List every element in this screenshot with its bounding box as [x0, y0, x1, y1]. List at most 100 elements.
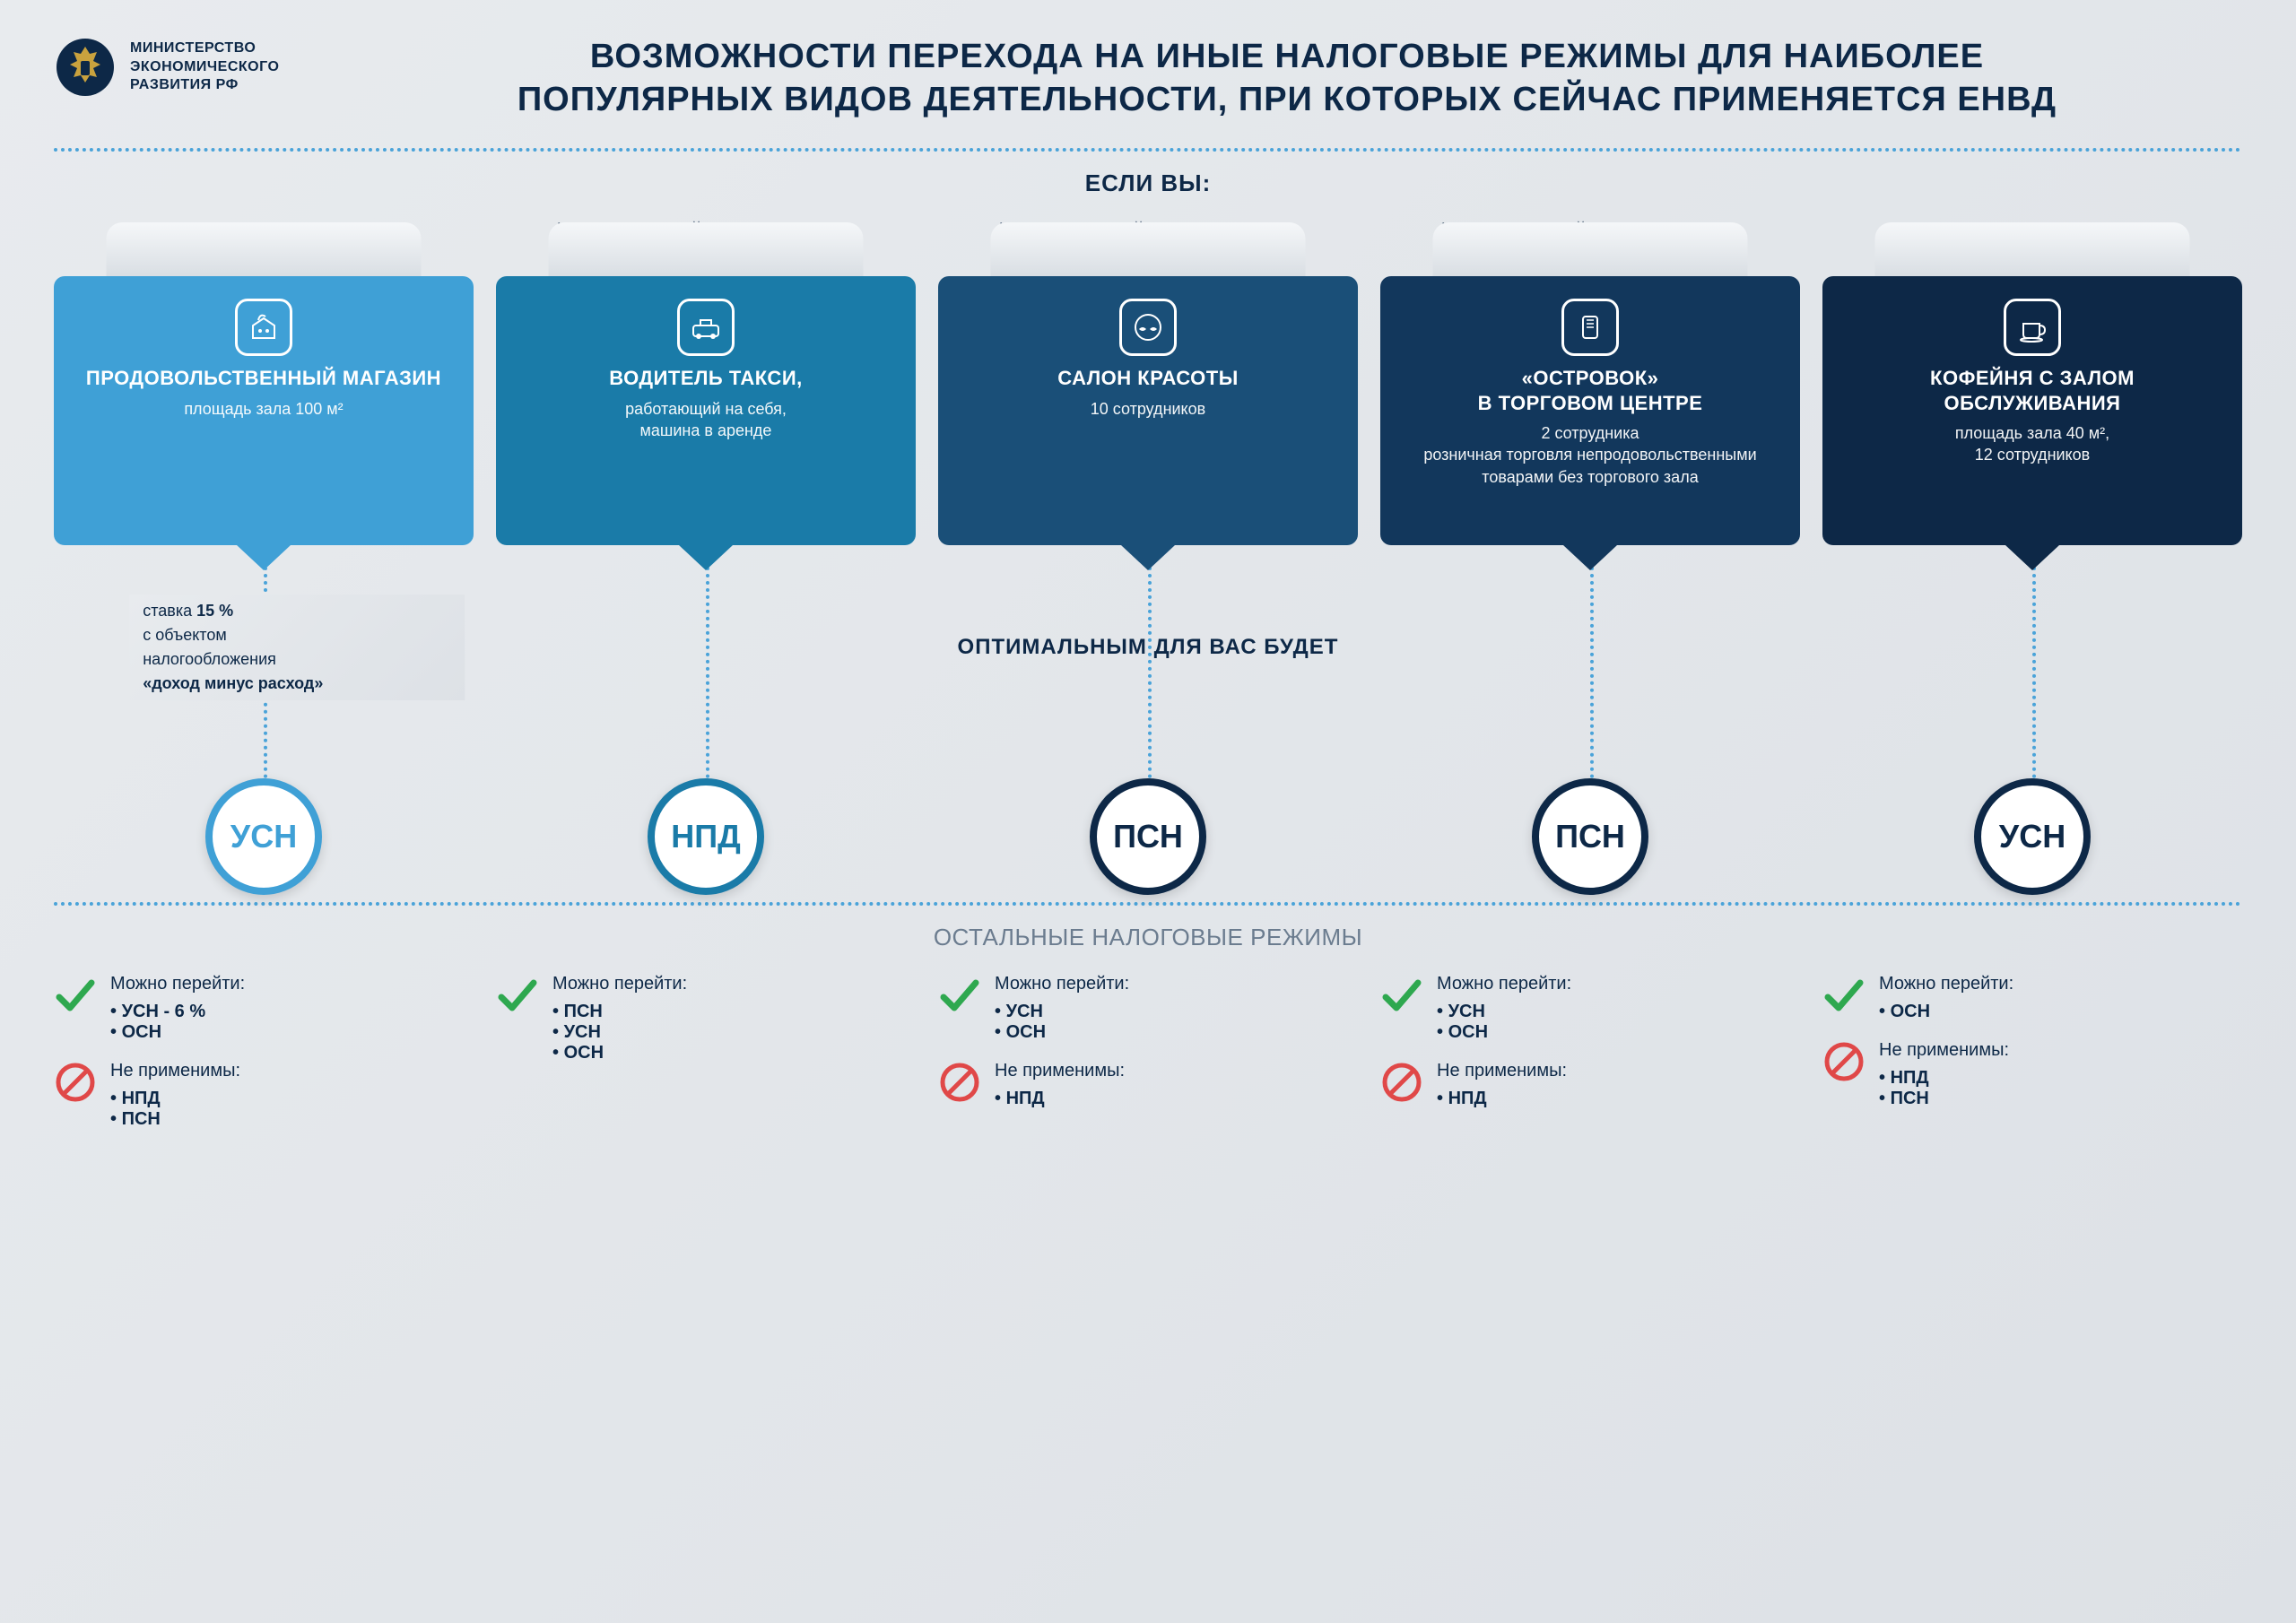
- ministry-line: МИНИСТЕРСТВО: [130, 39, 279, 58]
- column: ОрганизацияКОФЕЙНЯ С ЗАЛОМ ОБСЛУЖИВАНИЯп…: [1822, 220, 2242, 895]
- not-applicable-row: Не применимы: НПД: [1380, 1061, 1800, 1109]
- alternatives-row: Можно перейти:УСН - 6 %ОСННе применимы:Н…: [54, 974, 2242, 1148]
- divider: [54, 148, 2242, 152]
- rate-note: ставка 15 %с объектомналогообложения«дох…: [129, 595, 465, 700]
- card-subtitle: 10 сотрудников: [961, 398, 1335, 420]
- card-wrap: «ОСТРОВОК»В ТОРГОВОМ ЦЕНТРЕ 2 сотрудникар…: [1380, 249, 1800, 545]
- page-title: ВОЗМОЖНОСТИ ПЕРЕХОДА НА ИНЫЕ НАЛОГОВЫЕ Р…: [332, 36, 2242, 121]
- not-applicable-label: Не применимы:: [1437, 1061, 1567, 1081]
- can-list: УСНОСН: [1437, 1002, 1571, 1043]
- ministry-line: ЭКОНОМИЧЕСКОГО: [130, 58, 279, 77]
- optimal-badge: УСН: [205, 778, 322, 895]
- alt-column: Можно перейти:УСН - 6 %ОСННе применимы:Н…: [54, 974, 474, 1148]
- business-card: КОФЕЙНЯ С ЗАЛОМ ОБСЛУЖИВАНИЯплощадь зала…: [1822, 276, 2242, 545]
- can-list: ПСНУСНОСН: [552, 1002, 687, 1063]
- alt-item: ОСН: [552, 1043, 687, 1063]
- forbid-icon: [1380, 1061, 1423, 1104]
- can-list: УСНОСН: [995, 1002, 1129, 1043]
- card-arrow: [679, 545, 733, 570]
- can-switch-row: Можно перейти: ПСНУСНОСН: [496, 974, 916, 1063]
- connector: [1148, 545, 1152, 778]
- forbid-icon: [938, 1061, 981, 1104]
- can-switch-row: Можно перейти: УСНОСН: [1380, 974, 1800, 1043]
- alt-item: УСН - 6 %: [110, 1002, 245, 1022]
- title-line: ПОПУЛЯРНЫХ ВИДОВ ДЕЯТЕЛЬНОСТИ, ПРИ КОТОР…: [332, 79, 2242, 122]
- other-regimes-label: ОСТАЛЬНЫЕ НАЛОГОВЫЕ РЕЖИМЫ: [54, 924, 2242, 951]
- emblem-icon: [54, 36, 117, 99]
- alt-item: УСН: [552, 1022, 687, 1043]
- business-card: САЛОН КРАСОТЫ 10 сотрудников: [938, 276, 1358, 545]
- can-switch-row: Можно перейти:УСН - 6 %ОСН: [54, 974, 474, 1043]
- column: ОрганизацияПРОДОВОЛЬСТВЕННЫЙ МАГАЗИНплощ…: [54, 220, 474, 895]
- card-icon: [677, 299, 735, 356]
- cannot-list: НПД: [995, 1089, 1125, 1109]
- divider: [54, 902, 2242, 906]
- card-arrow: [1563, 545, 1617, 570]
- card-subtitle: площадь зала 100 м²: [76, 398, 451, 420]
- card-title: ПРОДОВОЛЬСТВЕННЫЙ МАГАЗИН: [76, 366, 451, 391]
- card-subtitle: работающий на себя,машина в аренде: [518, 398, 893, 442]
- check-icon: [496, 974, 539, 1017]
- can-switch-label: Можно перейти:: [1437, 974, 1571, 994]
- optimal-badge: ПСН: [1090, 778, 1206, 895]
- check-icon: [54, 974, 97, 1017]
- card-title: САЛОН КРАСОТЫ: [961, 366, 1335, 391]
- can-switch-label: Можно перейти:: [552, 974, 687, 994]
- alt-item: ОСН: [995, 1022, 1129, 1043]
- alt-item: НПД: [1879, 1068, 2009, 1089]
- card-arrow: [2005, 545, 2059, 570]
- check-icon: [1380, 974, 1423, 1017]
- card-icon: [235, 299, 292, 356]
- card-wrap: САЛОН КРАСОТЫ 10 сотрудников: [938, 249, 1358, 545]
- cannot-list: НПДПСН: [1879, 1068, 2009, 1109]
- optimal-badge: НПД: [648, 778, 764, 895]
- alt-column: Можно перейти: ПСНУСНОСН: [496, 974, 916, 1148]
- card-arrow: [237, 545, 291, 570]
- connector-zone: [1822, 545, 2242, 778]
- business-card: «ОСТРОВОК»В ТОРГОВОМ ЦЕНТРЕ 2 сотрудникар…: [1380, 276, 1800, 545]
- alt-item: УСН: [995, 1002, 1129, 1022]
- cannot-list: НПДПСН: [110, 1089, 240, 1130]
- card-icon: [1561, 299, 1619, 356]
- card-subtitle: 2 сотрудникарозничная торговля непродово…: [1403, 422, 1778, 488]
- card-wrap: ВОДИТЕЛЬ ТАКСИ,работающий на себя,машина…: [496, 249, 916, 545]
- alt-item: НПД: [1437, 1089, 1567, 1109]
- business-card: ВОДИТЕЛЬ ТАКСИ,работающий на себя,машина…: [496, 276, 916, 545]
- not-applicable-label: Не применимы:: [995, 1061, 1125, 1081]
- alt-column: Можно перейти:УСНОСННе применимы:НПД: [938, 974, 1358, 1148]
- column: Индивидуальный предпринимательСАЛОН КРАС…: [938, 220, 1358, 895]
- forbid-icon: [54, 1061, 97, 1104]
- card-icon: [1119, 299, 1177, 356]
- alt-item: ОСН: [1879, 1002, 2013, 1022]
- title-line: ВОЗМОЖНОСТИ ПЕРЕХОДА НА ИНЫЕ НАЛОГОВЫЕ Р…: [332, 36, 2242, 79]
- not-applicable-label: Не применимы:: [110, 1061, 240, 1081]
- alt-item: НПД: [110, 1089, 240, 1109]
- card-arrow: [1121, 545, 1175, 570]
- logo-block: МИНИСТЕРСТВО ЭКОНОМИЧЕСКОГО РАЗВИТИЯ РФ: [54, 36, 305, 99]
- card-title: «ОСТРОВОК»В ТОРГОВОМ ЦЕНТРЕ: [1403, 366, 1778, 415]
- alt-item: ОСН: [1437, 1022, 1571, 1043]
- alt-column: Можно перейти:ОСННе применимы:НПДПСН: [1822, 974, 2242, 1148]
- not-applicable-row: Не применимы: НПДПСН: [54, 1061, 474, 1130]
- alt-item: НПД: [995, 1089, 1125, 1109]
- connector-zone: [938, 545, 1358, 778]
- can-switch-label: Можно перейти:: [1879, 974, 2013, 994]
- forbid-icon: [1822, 1040, 1866, 1083]
- cards-row: ОрганизацияПРОДОВОЛЬСТВЕННЫЙ МАГАЗИНплощ…: [54, 220, 2242, 895]
- card-wrap: КОФЕЙНЯ С ЗАЛОМ ОБСЛУЖИВАНИЯплощадь зала…: [1822, 249, 2242, 545]
- connector: [2032, 545, 2036, 778]
- if-you-label: ЕСЛИ ВЫ:: [54, 169, 2242, 197]
- check-icon: [1822, 974, 1866, 1017]
- alt-item: УСН: [1437, 1002, 1571, 1022]
- connector-zone: ставка 15 %с объектомналогообложения«дох…: [54, 545, 474, 778]
- business-card: ПРОДОВОЛЬСТВЕННЫЙ МАГАЗИН площадь зала 10…: [54, 276, 474, 545]
- connector: [706, 545, 709, 778]
- alt-item: ПСН: [110, 1109, 240, 1130]
- cannot-list: НПД: [1437, 1089, 1567, 1109]
- column: Индивидуальный предприниматель«ОСТРОВОК»…: [1380, 220, 1800, 895]
- ministry-line: РАЗВИТИЯ РФ: [130, 76, 279, 95]
- card-wrap: ПРОДОВОЛЬСТВЕННЫЙ МАГАЗИН площадь зала 10…: [54, 249, 474, 545]
- can-switch-row: Можно перейти: ОСН: [1822, 974, 2242, 1022]
- card-icon: [2004, 299, 2061, 356]
- optimal-badge: ПСН: [1532, 778, 1648, 895]
